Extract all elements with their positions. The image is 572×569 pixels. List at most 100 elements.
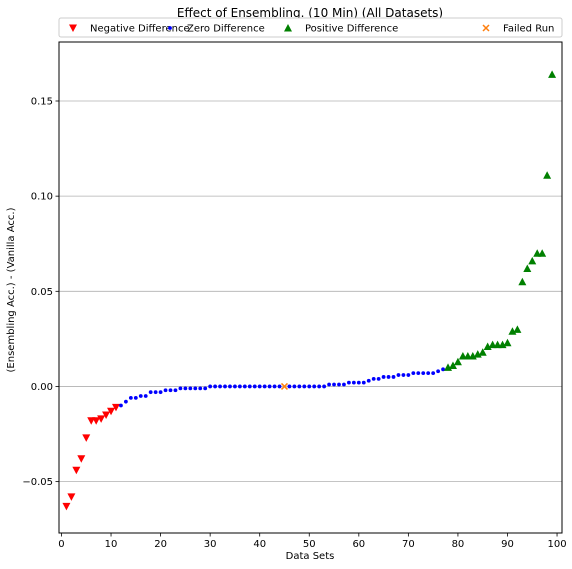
data-point xyxy=(247,384,252,389)
data-point xyxy=(327,382,331,387)
data-point xyxy=(242,384,247,389)
data-point xyxy=(67,493,76,501)
data-point xyxy=(203,386,208,391)
x-tick-label: 40 xyxy=(253,539,266,550)
data-point xyxy=(72,466,81,475)
legend-entry-failed-run: Failed Run xyxy=(482,24,554,35)
legend-entry-positive-difference: Positive Difference xyxy=(284,24,398,35)
data-point xyxy=(411,371,416,376)
data-point xyxy=(543,171,552,179)
legend-marker xyxy=(284,24,292,32)
data-point xyxy=(107,407,116,416)
data-point xyxy=(233,384,237,389)
data-point xyxy=(213,384,218,389)
data-point xyxy=(92,417,101,425)
data-point xyxy=(97,415,106,423)
data-point xyxy=(503,338,512,347)
data-point xyxy=(416,371,421,376)
data-point xyxy=(406,373,411,377)
y-grid xyxy=(59,100,562,483)
data-point xyxy=(111,403,120,412)
data-point xyxy=(143,394,148,398)
data-point xyxy=(473,350,482,358)
data-point xyxy=(77,455,86,463)
data-point xyxy=(62,502,71,511)
data-point xyxy=(198,386,203,391)
y-tick-label: −0.05 xyxy=(22,477,53,488)
data-point xyxy=(173,388,178,393)
data-point xyxy=(188,386,193,391)
data-point xyxy=(317,384,322,389)
data-point xyxy=(138,394,143,398)
data-point xyxy=(102,411,111,420)
y-tick-label: 0.15 xyxy=(31,96,53,107)
data-point xyxy=(441,367,445,372)
data-point xyxy=(401,373,406,377)
x-axis-label: Data Sets xyxy=(286,551,335,562)
legend-marker xyxy=(482,24,490,32)
y-axis-label: (Ensembling Acc.) - (Vanilla Acc.) xyxy=(6,207,17,372)
legend-label: Failed Run xyxy=(503,24,554,35)
data-point xyxy=(528,256,537,265)
data-point xyxy=(178,386,183,391)
data-point xyxy=(538,249,547,257)
data-point xyxy=(361,380,366,385)
data-point xyxy=(448,361,457,370)
data-point xyxy=(183,386,188,391)
data-point xyxy=(468,352,477,360)
series-zero-difference xyxy=(119,367,445,408)
data-point xyxy=(342,382,346,387)
data-point xyxy=(513,325,522,333)
data-point xyxy=(356,380,361,385)
data-point xyxy=(148,390,153,395)
data-point xyxy=(257,384,262,389)
data-point xyxy=(366,378,371,383)
y-tick-label: 0.05 xyxy=(31,287,53,298)
data-point xyxy=(386,375,391,379)
legend-entry-negative-difference: Negative Difference xyxy=(69,24,190,35)
x-axis: 0 10 20 30 40 50 60 70 80 90 100 xyxy=(58,533,567,550)
x-tick-label: 80 xyxy=(452,539,465,550)
series-failed-run xyxy=(280,382,289,390)
data-point xyxy=(376,376,381,381)
legend-label: Positive Difference xyxy=(305,24,398,35)
data-point xyxy=(381,375,386,379)
data-point xyxy=(332,382,336,387)
data-point xyxy=(431,371,436,376)
x-tick-label: 50 xyxy=(303,539,316,550)
data-point xyxy=(297,384,302,389)
data-point xyxy=(252,384,257,389)
legend-label: Negative Difference xyxy=(90,24,190,35)
data-point xyxy=(312,384,317,389)
data-point xyxy=(478,348,487,356)
data-point xyxy=(453,357,462,366)
x-tick-label: 70 xyxy=(402,539,415,550)
plot-area-frame xyxy=(58,41,563,534)
data-point xyxy=(153,390,158,395)
x-tick-label: 0 xyxy=(58,539,64,550)
chart-title: Effect of Ensembling. (10 Min) (All Data… xyxy=(177,6,443,20)
x-tick-label: 100 xyxy=(547,539,566,550)
data-point xyxy=(292,384,297,389)
data-point xyxy=(391,375,396,379)
y-axis: −0.05 0.00 0.05 0.10 0.15 xyxy=(22,96,59,488)
data-point xyxy=(337,382,341,387)
data-point xyxy=(508,327,517,335)
data-points xyxy=(62,70,557,511)
data-point xyxy=(444,363,453,371)
data-point xyxy=(277,384,282,389)
data-point xyxy=(548,70,557,78)
data-point xyxy=(124,399,128,404)
data-point xyxy=(302,384,307,389)
data-point xyxy=(371,376,376,381)
data-point xyxy=(272,384,277,389)
data-point xyxy=(193,386,198,391)
data-point xyxy=(223,384,227,389)
x-tick-label: 10 xyxy=(105,539,118,550)
data-point xyxy=(133,395,138,400)
data-point xyxy=(168,388,173,393)
data-point xyxy=(436,369,441,374)
data-point xyxy=(262,384,267,389)
data-point xyxy=(322,384,327,389)
